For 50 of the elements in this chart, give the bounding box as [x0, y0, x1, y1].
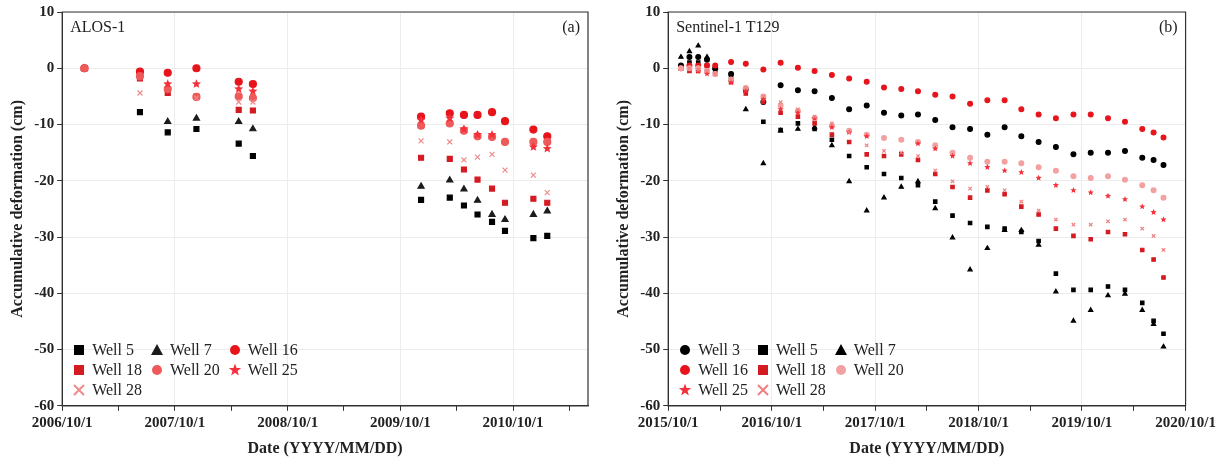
- annotation: (b): [1158, 18, 1178, 36]
- legend-label: Well 28: [776, 379, 826, 400]
- legend-label: Well 7: [853, 339, 896, 360]
- x-tick-label: 2009/10/1: [369, 413, 431, 430]
- x-tick-label: 2016/10/1: [741, 413, 803, 430]
- x-tick-label: 2015/10/1: [637, 413, 699, 430]
- y-tick-label: -60: [640, 396, 661, 413]
- annotation: ALOS-1: [70, 18, 126, 36]
- legend-label: Well 20: [170, 359, 220, 380]
- legend-label: Well 20: [853, 359, 904, 380]
- x-tick-label: 2019/10/1: [1051, 413, 1113, 430]
- y-tick-label: -40: [640, 284, 661, 301]
- x-tick-label: 2018/10/1: [948, 413, 1009, 430]
- y-tick-label: -20: [34, 171, 55, 188]
- legend-label: Well 28: [92, 379, 142, 400]
- y-tick-label: -50: [34, 340, 55, 357]
- annotation: (a): [562, 18, 580, 36]
- y-tick-label: 10: [645, 2, 661, 19]
- y-tick-label: -20: [640, 171, 661, 188]
- x-axis-title: Date (YYYY/MM/DD): [247, 438, 403, 457]
- y-tick-label: -50: [640, 340, 661, 357]
- x-tick-label: 2008/10/1: [257, 413, 319, 430]
- legend-label: Well 5: [92, 339, 134, 360]
- y-tick-label: 0: [652, 59, 661, 76]
- annotation: Sentinel-1 T129: [676, 18, 780, 36]
- y-tick-label: -40: [34, 284, 55, 301]
- y-tick-label: -10: [640, 115, 661, 132]
- legend-label: Well 5: [776, 339, 818, 360]
- y-tick-label: -10: [34, 115, 55, 132]
- y-tick-label: 0: [46, 59, 55, 76]
- legend-label: Well 18: [776, 359, 826, 380]
- legend-label: Well 7: [170, 339, 212, 360]
- legend-label: Well 3: [698, 339, 740, 360]
- x-tick-label: 2007/10/1: [144, 413, 206, 430]
- y-axis-title: Accumulative deformation (cm): [7, 100, 26, 318]
- y-tick-label: -30: [34, 227, 55, 244]
- y-tick-label: -60: [34, 396, 55, 413]
- x-axis-title: Date (YYYY/MM/DD): [849, 438, 1005, 457]
- legend-label: Well 25: [698, 379, 748, 400]
- x-tick-label: 2010/10/1: [482, 413, 544, 430]
- legend-label: Well 16: [698, 359, 748, 380]
- legend-label: Well 25: [247, 359, 298, 380]
- legend-label: Well 18: [92, 359, 142, 380]
- x-tick-label: 2020/10/1: [1155, 413, 1216, 430]
- x-tick-label: 2017/10/1: [844, 413, 906, 430]
- legend-label: Well 16: [247, 339, 298, 360]
- y-tick-label: -30: [640, 227, 661, 244]
- x-tick-label: 2006/10/1: [31, 413, 93, 430]
- y-tick-label: 10: [39, 2, 55, 19]
- y-axis-title: Accumulative deformation (cm): [613, 100, 632, 318]
